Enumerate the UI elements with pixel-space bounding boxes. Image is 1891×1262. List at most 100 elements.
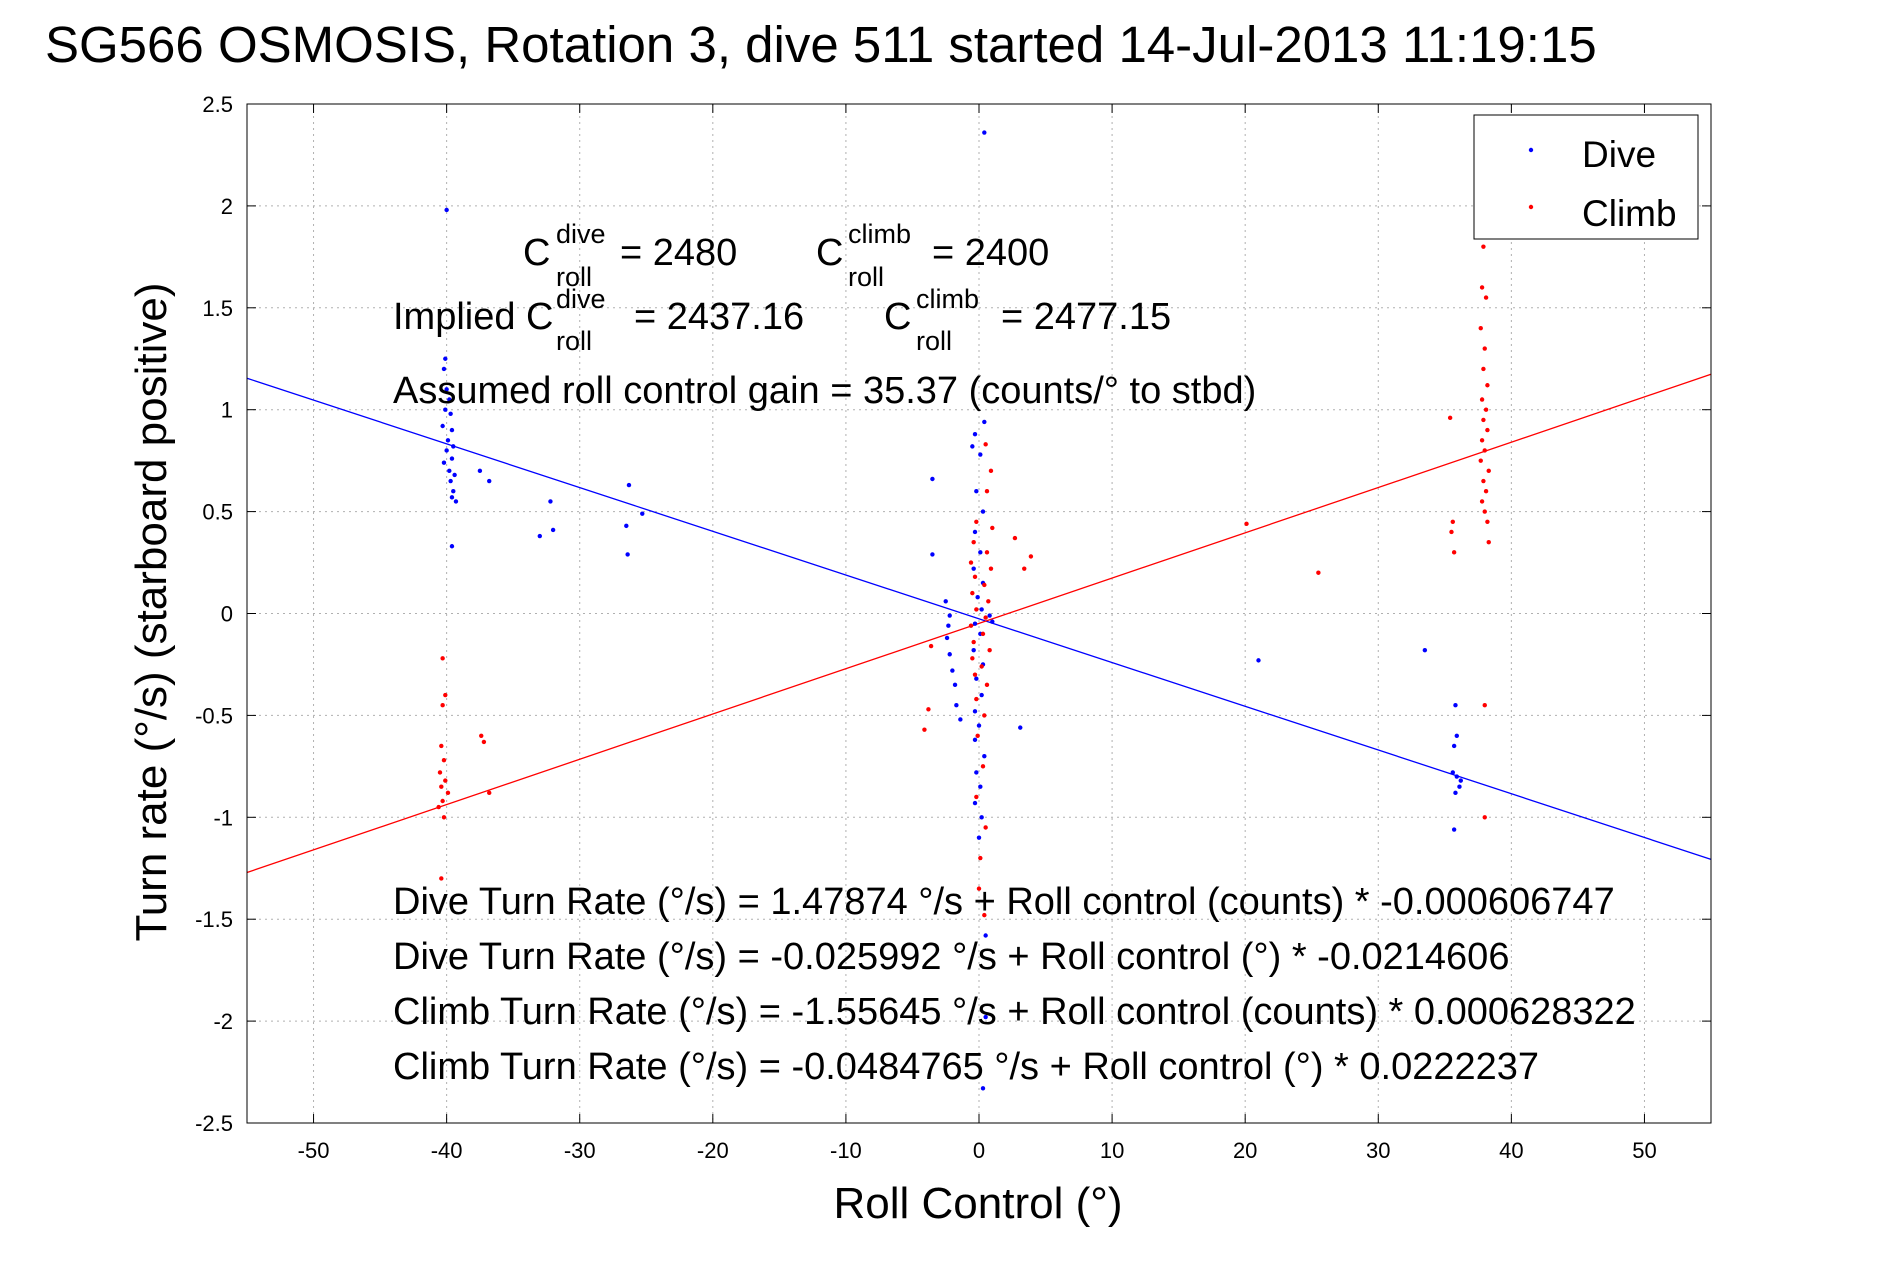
data-point: [970, 656, 975, 661]
data-point: [1447, 415, 1453, 421]
data-point: [487, 478, 492, 484]
data-point: [445, 790, 451, 796]
x-tick-label: 30: [1366, 1138, 1390, 1163]
data-point: [1483, 407, 1489, 412]
data-point: [972, 529, 978, 535]
data-point: [987, 613, 992, 618]
data-point: [950, 668, 955, 673]
data-point: [972, 621, 978, 626]
data-point: [982, 713, 987, 718]
data-point: [439, 784, 444, 789]
x-tick-label: -20: [697, 1138, 729, 1163]
data-point: [970, 444, 975, 449]
data-point: [958, 717, 963, 722]
y-tick-label: -0.5: [195, 703, 233, 728]
data-point: [968, 623, 974, 628]
data-point: [986, 599, 991, 604]
y-tick-label: 2.5: [202, 92, 233, 117]
data-point: [447, 468, 452, 474]
data-point: [976, 835, 982, 840]
data-point: [1481, 366, 1486, 372]
data-point: [550, 527, 556, 533]
data-point: [1458, 778, 1463, 783]
data-point: [983, 615, 988, 620]
data-point: [982, 912, 987, 918]
data-point: [928, 643, 934, 649]
data-point: [449, 456, 455, 461]
data-point: [1478, 458, 1483, 463]
data-point: [448, 411, 453, 416]
c-roll-climb-sub: roll: [848, 262, 884, 292]
y-tick-label: -2: [213, 1009, 233, 1034]
data-point: [441, 758, 447, 763]
data-point: [640, 511, 645, 516]
data-point: [988, 468, 994, 474]
data-point: [1454, 774, 1459, 779]
data-point: [440, 656, 445, 661]
plot-area: -50 -40 -30 -20 -10 0 10 20 30 40 50-2.5-2-1.5-1-0…: [195, 92, 1712, 1163]
data-point: [1453, 703, 1458, 708]
data-point: [1486, 539, 1491, 545]
data-point: [449, 495, 455, 500]
data-point: [947, 613, 952, 618]
data-point: [443, 356, 448, 361]
data-point: [922, 727, 927, 732]
data-point: [439, 743, 444, 749]
legend-dive-marker: [1528, 147, 1534, 153]
data-point: [978, 452, 983, 457]
y-tick-label: 0.5: [202, 500, 233, 525]
data-point: [441, 460, 447, 465]
data-point: [982, 419, 987, 425]
x-tick-label: -10: [830, 1138, 862, 1163]
data-point: [926, 707, 931, 712]
data-point: [984, 489, 990, 494]
implied-climb-label: C: [884, 296, 911, 338]
data-point: [477, 468, 483, 474]
implied-dive-sub: roll: [556, 326, 592, 356]
y-tick-label: 1.5: [202, 296, 233, 321]
data-point: [978, 855, 983, 861]
data-point: [990, 619, 995, 624]
data-point: [1483, 489, 1489, 494]
data-point: [1451, 550, 1457, 555]
data-point: [982, 582, 987, 588]
data-point: [983, 933, 988, 938]
fit-line: [246, 373, 1712, 874]
x-tick-label: 0: [973, 1138, 985, 1163]
data-point: [972, 737, 978, 743]
data-point: [987, 647, 992, 653]
data-point: [1453, 790, 1458, 796]
data-point: [1479, 285, 1485, 290]
x-tick-label: -40: [431, 1138, 463, 1163]
legend: Dive Climb: [1473, 114, 1699, 240]
data-point: [1482, 448, 1487, 453]
implied-climb-sup: climb: [916, 284, 979, 314]
data-point: [974, 607, 979, 612]
data-point: [1479, 499, 1485, 504]
data-point: [980, 509, 986, 514]
data-point: [487, 790, 492, 796]
data-point: [1454, 733, 1459, 738]
data-point: [972, 431, 978, 437]
data-point: [449, 427, 455, 433]
data-point: [437, 770, 443, 775]
legend-box: [1473, 114, 1699, 240]
x-tick-label: -30: [564, 1138, 596, 1163]
data-point: [1482, 346, 1487, 351]
legend-climb-marker: [1528, 204, 1534, 210]
data-point: [481, 739, 487, 745]
data-point: [972, 800, 978, 806]
data-point: [1478, 325, 1483, 331]
y-axis-label: Turn rate (°/s) (starboard positive): [127, 282, 176, 941]
data-point: [1486, 468, 1491, 474]
data-point: [943, 599, 948, 604]
data-point: [980, 1086, 986, 1091]
data-point: [984, 550, 990, 555]
c-roll-dive-sub: roll: [556, 262, 592, 292]
x-tick-label: -50: [298, 1138, 330, 1163]
data-point: [947, 652, 952, 657]
c-roll-dive-label: C: [523, 232, 550, 274]
data-point: [443, 407, 448, 412]
data-point: [441, 815, 447, 820]
data-point: [971, 566, 976, 571]
